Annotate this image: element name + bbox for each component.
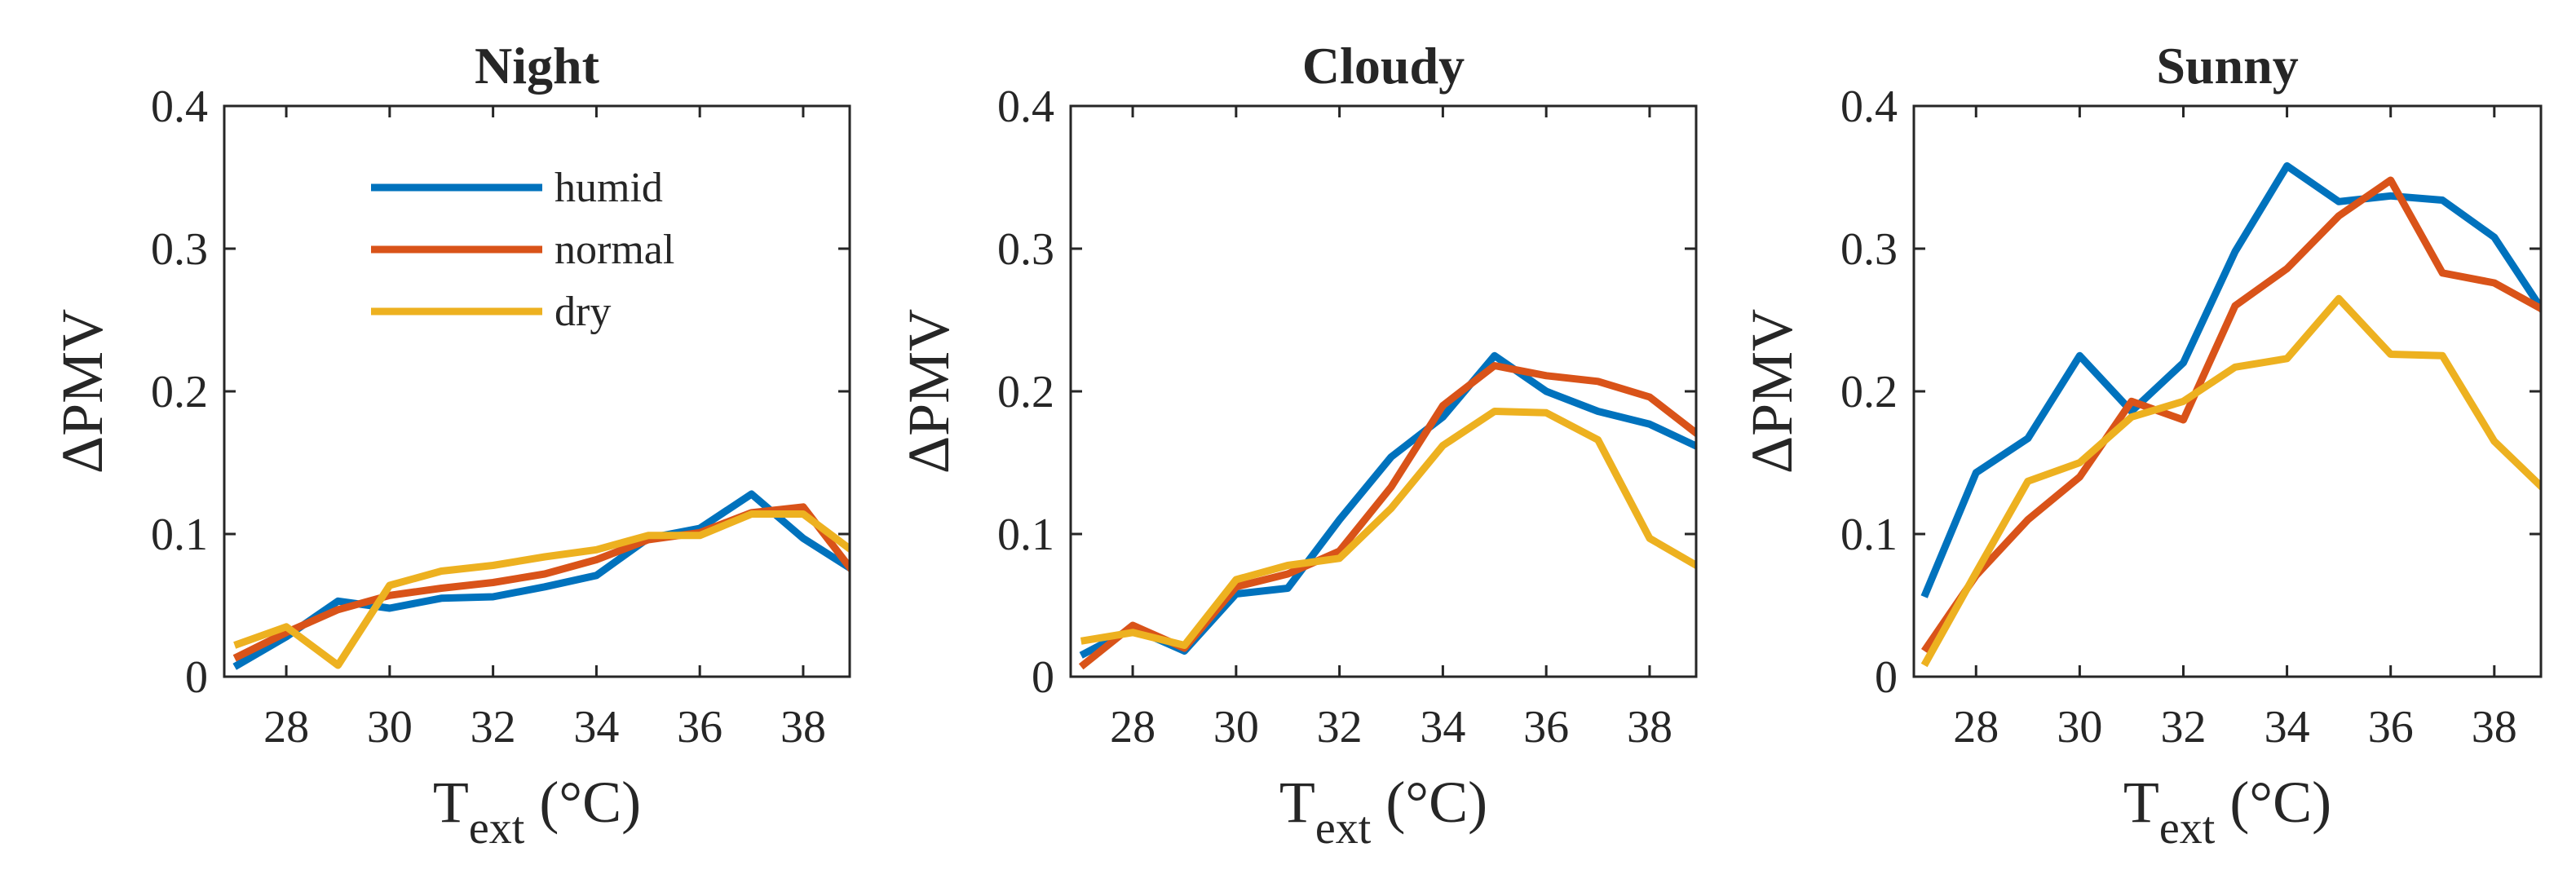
x-axis-label: Text (°C) <box>2123 770 2331 854</box>
y-tick-label: 0 <box>185 652 208 703</box>
series-line-normal <box>1920 176 2541 654</box>
x-tick-label: 30 <box>2057 702 2102 753</box>
y-tick-label: 0.3 <box>151 224 208 275</box>
x-tick-label: 36 <box>2368 702 2414 753</box>
x-axis-label-unit: (°C) <box>1385 770 1487 835</box>
x-tick-label: 38 <box>780 702 826 753</box>
x-tick-label: 30 <box>367 702 413 753</box>
x-tick-label: 36 <box>677 702 722 753</box>
series-line-humid <box>1920 162 2541 598</box>
x-axis-label-main: T <box>433 770 469 835</box>
x-tick-label: 28 <box>1110 702 1155 753</box>
y-tick-label: 0 <box>1875 652 1898 703</box>
y-tick-label: 0.2 <box>997 367 1054 417</box>
chart-title: Sunny <box>2156 37 2298 95</box>
x-axis-label-unit: (°C) <box>539 770 641 835</box>
y-tick-label: 0.4 <box>1840 82 1898 132</box>
chart-title: Cloudy <box>1302 37 1465 95</box>
y-tick-label: 0.4 <box>151 82 208 132</box>
panel-night: Night 0 0.1 0.2 0.3 0.4 28 30 32 34 36 38 ΔPMV Text (°… <box>50 37 851 854</box>
y-tick-label: 0.2 <box>1840 367 1898 417</box>
x-tick-label: 28 <box>1953 702 1999 753</box>
x-tick-label: 34 <box>1420 702 1465 753</box>
x-tick-label: 32 <box>2160 702 2206 753</box>
series-line-dry <box>233 510 850 669</box>
plot-frame <box>1069 104 1698 678</box>
x-axis-label: Text (°C) <box>1279 770 1487 854</box>
legend-label-dry: dry <box>555 289 611 335</box>
x-tick-label: 38 <box>1627 702 1672 753</box>
x-tick-label: 32 <box>471 702 516 753</box>
plot-frame <box>223 104 851 678</box>
y-tick-label: 0.2 <box>151 367 208 417</box>
legend-label-normal: normal <box>555 227 674 273</box>
x-axis-label-sub: ext <box>469 803 525 854</box>
x-tick-label: 30 <box>1213 702 1259 753</box>
chart-title: Night <box>475 37 600 95</box>
legend-label-humid: humid <box>555 165 663 211</box>
series-group <box>232 490 850 670</box>
x-tick-label: 28 <box>263 702 309 753</box>
series-group <box>1078 351 1696 670</box>
x-axis-label: Text (°C) <box>433 770 641 854</box>
x-axis-label-unit: (°C) <box>2229 770 2331 835</box>
panel-sunny: Sunny 0 0.1 0.2 0.3 0.4 28 30 32 34 36 38 ΔPMV Text (°… <box>1739 37 2543 854</box>
y-tick-label: 0.3 <box>997 224 1054 275</box>
series-line-dry <box>1920 294 2541 668</box>
x-axis-label-main: T <box>2123 770 2159 835</box>
x-tick-label: 34 <box>573 702 619 753</box>
x-axis-label-sub: ext <box>2159 803 2216 854</box>
x-tick-label: 32 <box>1317 702 1363 753</box>
x-axis-label-main: T <box>1279 770 1315 835</box>
panel-cloudy: Cloudy 0 0.1 0.2 0.3 0.4 28 30 32 34 36 38 ΔPMV Text (… <box>896 37 1698 854</box>
plot-frame <box>1912 104 2543 678</box>
x-tick-label: 36 <box>1523 702 1569 753</box>
series-line-humid <box>232 490 850 670</box>
series-group <box>1920 162 2541 668</box>
y-tick-label: 0 <box>1032 652 1054 703</box>
x-tick-label: 38 <box>2472 702 2517 753</box>
y-axis-label: ΔPMV <box>1739 309 1805 474</box>
y-axis-label: ΔPMV <box>896 309 961 474</box>
x-axis-label-sub: ext <box>1315 803 1372 854</box>
y-tick-label: 0.1 <box>997 510 1054 560</box>
series-line-dry <box>1080 408 1696 649</box>
y-axis-label: ΔPMV <box>50 309 115 474</box>
y-tick-label: 0.1 <box>1840 510 1898 560</box>
y-tick-label: 0.1 <box>151 510 208 560</box>
x-tick-label: 34 <box>2264 702 2310 753</box>
y-tick-label: 0.3 <box>1840 224 1898 275</box>
series-line-normal <box>232 503 850 662</box>
y-tick-label: 0.4 <box>997 82 1054 132</box>
